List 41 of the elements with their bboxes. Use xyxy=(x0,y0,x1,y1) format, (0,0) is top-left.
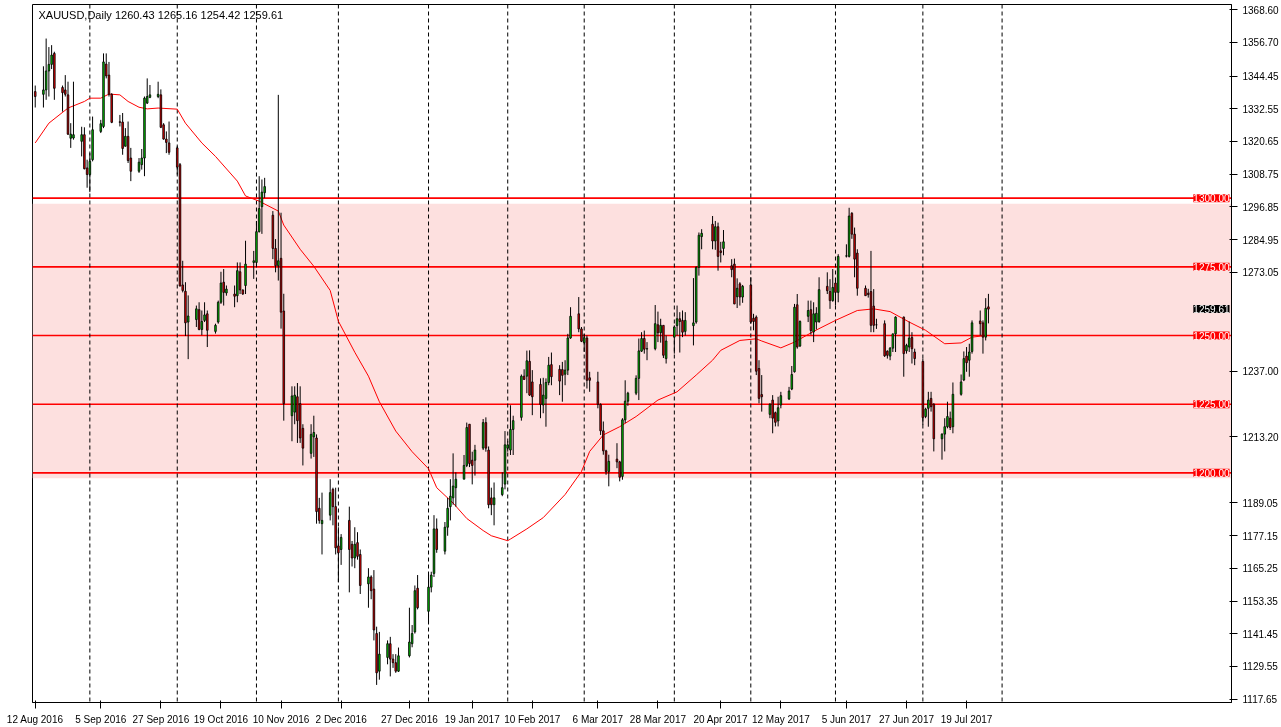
x-tick-label: 5 Jun 2017 xyxy=(821,713,872,725)
y-tick-label: 1284.95 xyxy=(1242,234,1280,246)
x-tick-label: 27 Sep 2016 xyxy=(132,713,190,725)
x-tick-label: 5 Sep 2016 xyxy=(75,713,127,725)
annotation: 1259.61 xyxy=(1193,304,1230,316)
x-tick-label: 19 Jan 2017 xyxy=(444,713,501,725)
y-tick-label: 1153.35 xyxy=(1242,596,1279,607)
y-tick-label: 1237.00 xyxy=(1242,366,1280,378)
ref-line-label: 1250.00 xyxy=(1193,330,1230,342)
x-tick-label: 12 May 2017 xyxy=(751,713,811,725)
x-tick-label: 19 Oct 2016 xyxy=(193,713,249,725)
ref-line-label: 1275.00 xyxy=(1193,261,1230,273)
y-tick-label: 1165.25 xyxy=(1242,563,1279,575)
ref-line-label: 1200.00 xyxy=(1193,467,1230,479)
x-tick-label: 10 Feb 2017 xyxy=(504,713,561,725)
y-tick-label: 1189.05 xyxy=(1242,497,1279,509)
x-tick-label: 19 Jul 2017 xyxy=(940,713,993,725)
y-tick-label: 1332.55 xyxy=(1242,103,1280,115)
y-tick-label: 1320.65 xyxy=(1242,136,1280,148)
ref-line-label: 1225.00 xyxy=(1193,399,1230,411)
y-tick-label: 1129.55 xyxy=(1242,661,1279,673)
y-tick-label: 1296.85 xyxy=(1242,201,1280,213)
y-tick-label: 1213.20 xyxy=(1242,431,1280,443)
y-tick-label: 1356.70 xyxy=(1242,37,1280,49)
chart-title: XAUUSD,Daily 1260.43 1265.16 1254.42 1259.61 xyxy=(38,8,284,21)
x-tick-label: 20 Apr 2017 xyxy=(693,713,748,725)
x-tick-label: 12 Aug 2016 xyxy=(6,713,64,725)
y-tick-label: 1368.60 xyxy=(1242,4,1280,16)
x-tick-label: 2 Dec 2016 xyxy=(315,713,368,725)
x-tick-label: 28 Mar 2017 xyxy=(629,713,687,725)
x-tick-label: 10 Nov 2016 xyxy=(252,713,310,725)
y-tick-label: 1308.75 xyxy=(1242,169,1280,181)
x-tick-label: 27 Dec 2016 xyxy=(381,713,439,725)
y-tick-label: 1141.45 xyxy=(1242,628,1279,640)
y-tick-label: 1344.45 xyxy=(1242,71,1280,83)
ref-line-label: 1300.00 xyxy=(1193,193,1230,205)
y-tick-label: 1273.05 xyxy=(1242,267,1280,279)
x-tick-label: 27 Jun 2017 xyxy=(878,713,935,725)
y-tick-label: 1177.15 xyxy=(1242,530,1279,542)
y-tick-label: 1117.65 xyxy=(1242,694,1278,706)
x-tick-label: 6 Mar 2017 xyxy=(572,713,624,725)
